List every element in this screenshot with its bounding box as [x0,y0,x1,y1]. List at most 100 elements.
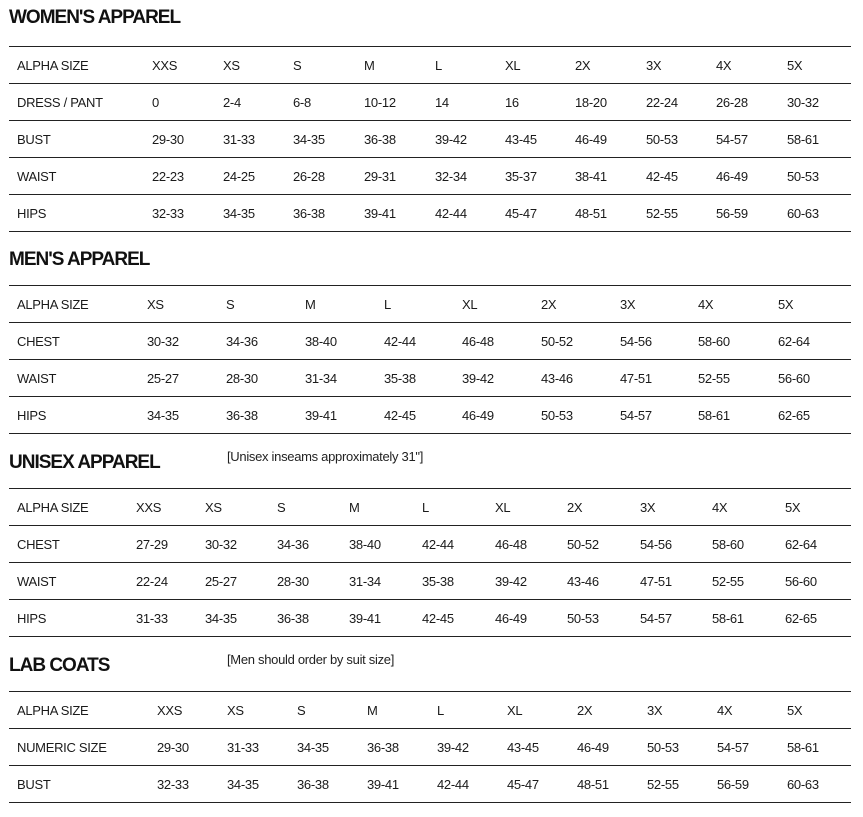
table-cell: M [364,46,435,84]
row-label: ALPHA SIZE [9,691,157,729]
table-cell: 42-44 [422,525,495,563]
table-cell: 54-56 [620,322,698,360]
table-cell: 3X [647,691,717,729]
table-cell: 32-33 [157,765,227,803]
table-cell: S [226,285,305,323]
row-label: HIPS [9,599,136,637]
table-cell: 14 [435,83,505,121]
table-row: BUST 29-30 31-33 34-35 36-38 39-42 43-45 46-49 5… [9,120,851,158]
row-label: NUMERIC SIZE [9,728,157,766]
table-cell: 36-38 [226,396,305,434]
row-label: DRESS / PANT [9,83,152,121]
table-cell: 2X [567,488,640,526]
table-cell: 56-59 [716,194,787,232]
table-cell: 28-30 [277,562,349,600]
table-cell: 43-46 [567,562,640,600]
table-cell: 62-65 [785,599,851,637]
row-label: WAIST [9,562,136,600]
table-cell: 27-29 [136,525,205,563]
table-cell: 39-41 [364,194,435,232]
table-cell: XS [227,691,297,729]
table-cell: 36-38 [364,120,435,158]
table-cell: 4X [712,488,785,526]
table-cell: 50-52 [567,525,640,563]
table-cell: 62-65 [778,396,851,434]
table-cell: M [367,691,437,729]
table-cell: 46-49 [462,396,541,434]
table-cell: 46-49 [495,599,567,637]
table-cell: 34-35 [205,599,277,637]
table-cell: 42-45 [384,396,462,434]
table-cell: 30-32 [147,322,226,360]
lab-coats-note: [Men should order by suit size] [227,652,395,667]
table-cell: 31-33 [136,599,205,637]
section-title-mens: MEN'S APPAREL [9,249,150,270]
table-cell: 54-57 [620,396,698,434]
table-cell: 25-27 [205,562,277,600]
table-cell: 10-12 [364,83,435,121]
table-cell: 34-35 [293,120,364,158]
table-cell: 31-34 [305,359,384,397]
table-cell: XXS [157,691,227,729]
table-cell: 43-46 [541,359,620,397]
table-cell: 50-53 [646,120,716,158]
row-label: ALPHA SIZE [9,285,147,323]
table-cell: 45-47 [505,194,575,232]
table-cell: 54-57 [716,120,787,158]
table-cell: L [422,488,495,526]
table-cell: 50-53 [787,157,851,195]
table-cell: 2-4 [223,83,293,121]
table-cell: 34-35 [147,396,226,434]
table-cell: 2X [577,691,647,729]
table-cell: 50-52 [541,322,620,360]
table-cell: 25-27 [147,359,226,397]
table-header-row: ALPHA SIZE XXS XS S M L XL 2X 3X 4X 5X [9,488,851,526]
row-label: WAIST [9,157,152,195]
table-cell: 29-30 [152,120,223,158]
table-cell: 58-60 [712,525,785,563]
table-cell: 2X [575,46,646,84]
table-cell: 30-32 [205,525,277,563]
table-cell: 45-47 [507,765,577,803]
table-cell: L [435,46,505,84]
table-cell: 34-35 [223,194,293,232]
table-cell: 3X [646,46,716,84]
table-cell: 16 [505,83,575,121]
table-cell: 52-55 [646,194,716,232]
table-cell: 42-44 [435,194,505,232]
table-cell: 39-42 [462,359,541,397]
table-cell: 54-57 [640,599,712,637]
table-cell: 31-33 [227,728,297,766]
table-cell: 31-33 [223,120,293,158]
table-cell: 34-35 [227,765,297,803]
table-cell: 46-48 [462,322,541,360]
table-cell: 24-25 [223,157,293,195]
table-row: DRESS / PANT 0 2-4 6-8 10-12 14 16 18-20 22-24 26… [9,83,851,121]
table-cell: 43-45 [505,120,575,158]
table-header-row: ALPHA SIZE XXS XS S M L XL 2X 3X 4X 5X [9,46,851,84]
table-cell: 46-49 [577,728,647,766]
table-cell: 56-60 [778,359,851,397]
table-cell: 39-41 [305,396,384,434]
row-label: BUST [9,120,152,158]
table-cell: XS [223,46,293,84]
table-cell: XL [505,46,575,84]
mens-size-table: ALPHA SIZE XS S M L XL 2X 3X 4X 5X CHEST 30-32 34-36… [9,285,851,434]
table-cell: S [277,488,349,526]
section-title-lab-coats: LAB COATS [9,655,110,676]
table-cell: 5X [787,46,851,84]
table-cell: 39-42 [437,728,507,766]
table-cell: S [297,691,367,729]
table-cell: 5X [787,691,851,729]
womens-size-table: ALPHA SIZE XXS XS S M L XL 2X 3X 4X 5X DRESS / PANT… [9,46,851,232]
table-cell: XXS [152,46,223,84]
table-cell: 46-49 [575,120,646,158]
table-cell: 50-53 [541,396,620,434]
table-cell: 56-59 [717,765,787,803]
table-cell: 52-55 [698,359,778,397]
table-cell: 62-64 [778,322,851,360]
table-cell: 47-51 [620,359,698,397]
table-row: CHEST 27-29 30-32 34-36 38-40 42-44 46-48 50-52… [9,525,851,563]
table-cell: 4X [716,46,787,84]
table-cell: 34-35 [297,728,367,766]
